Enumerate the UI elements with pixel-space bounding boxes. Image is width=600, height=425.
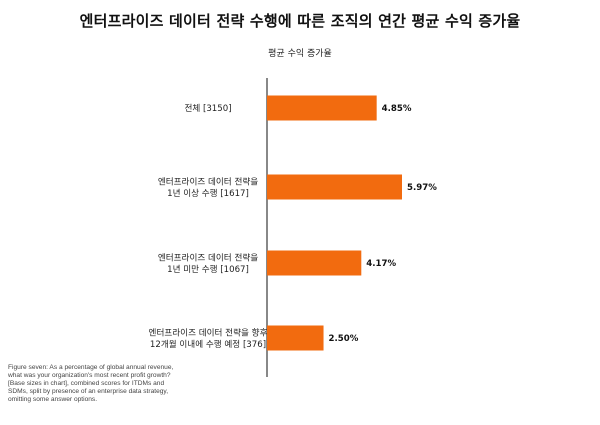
category-label-2: 엔터프라이즈 데이터 전략을 1년 이상 수행 [1617]: [158, 175, 258, 199]
value-label-3: 4.17%: [366, 259, 396, 269]
category-label-4: 엔터프라이즈 데이터 전략을 향후 12개월 이내에 수행 예정 [376]: [149, 326, 268, 350]
bar-1: [267, 95, 377, 121]
bar-4: [267, 325, 324, 351]
figure-caption: Figure seven: As a percentage of global …: [8, 364, 174, 404]
category-label-3: 엔터프라이즈 데이터 전략을 1년 미만 수행 [1067]: [158, 251, 258, 275]
value-label-2: 5.97%: [407, 183, 437, 193]
bar-2: [267, 174, 402, 200]
chart-subtitle: 평균 수익 증가율: [268, 49, 332, 59]
category-label-1: 전체 [3150]: [184, 103, 231, 114]
chart-title: 엔터프라이즈 데이터 전략 수행에 따른 조직의 연간 평균 수익 증가율: [79, 12, 521, 30]
bar-3: [267, 250, 362, 276]
value-label-4: 2.50%: [329, 334, 359, 344]
value-label-1: 4.85%: [382, 104, 412, 114]
